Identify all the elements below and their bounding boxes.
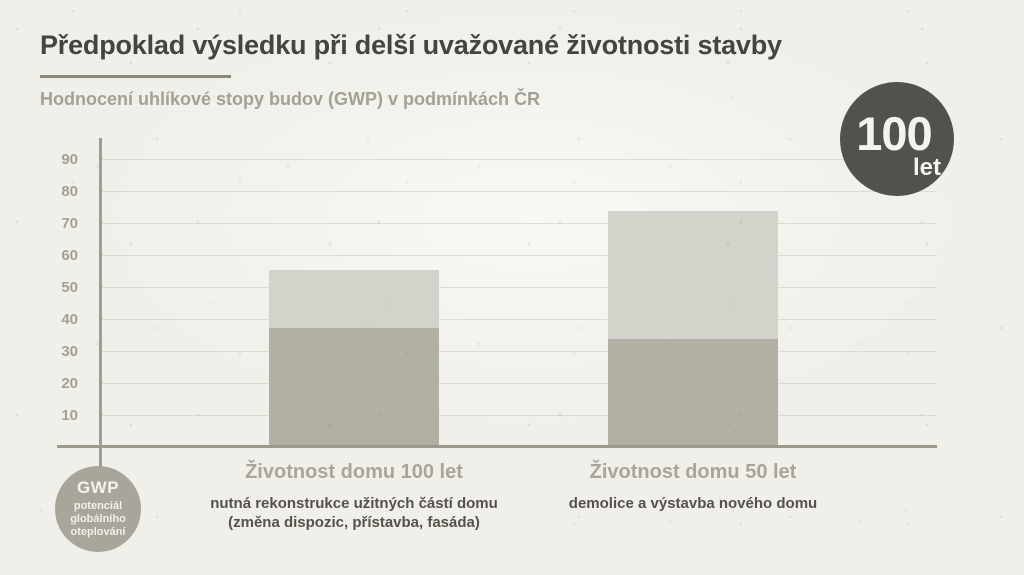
y-tick-label: 80 xyxy=(61,183,78,200)
gridline xyxy=(102,319,937,320)
page-title: Předpoklad výsledku při delší uvažované … xyxy=(40,30,782,60)
bar xyxy=(608,211,778,448)
y-tick-label: 90 xyxy=(61,151,78,168)
badge-value: 100 xyxy=(856,107,932,160)
bar-segment-dark xyxy=(608,339,778,448)
bar-segment-dark xyxy=(269,328,439,448)
gridline xyxy=(102,415,937,416)
gwp-abbr: GWP xyxy=(76,478,120,498)
bar xyxy=(269,270,439,448)
y-tick-label: 60 xyxy=(61,247,78,264)
title-underline xyxy=(40,75,231,78)
y-tick-label: 30 xyxy=(61,343,78,360)
y-tick-label: 20 xyxy=(61,375,78,392)
gridline xyxy=(102,383,937,384)
badge-unit: let xyxy=(912,154,941,181)
bar-label: Životnost domu 50 let xyxy=(589,461,797,483)
gwp-legend-circle: GWP potenciál globálního oteplování xyxy=(55,466,141,552)
bar-label: Životnost domu 100 let xyxy=(245,461,463,483)
y-axis-line xyxy=(99,138,102,467)
gridline xyxy=(102,255,937,256)
gridline xyxy=(102,191,937,192)
gridline xyxy=(102,287,937,288)
gridline xyxy=(102,351,937,352)
bar-segment-light xyxy=(608,211,778,339)
bar-caption: nutná rekonstrukce užitných částí domu (… xyxy=(210,495,498,531)
y-tick-label: 10 xyxy=(61,407,78,424)
bar-segment-light xyxy=(269,270,439,328)
bar-caption: demolice a výstavba nového domu xyxy=(568,495,818,512)
y-tick-label: 70 xyxy=(61,215,78,232)
gridline xyxy=(102,159,937,160)
y-tick-label: 50 xyxy=(61,279,78,296)
y-tick-label: 40 xyxy=(61,311,78,328)
page-subtitle: Hodnocení uhlíkové stopy budov (GWP) v p… xyxy=(40,89,541,109)
x-axis-line xyxy=(57,445,937,448)
gridline xyxy=(102,223,937,224)
badge-100-let: 100 let xyxy=(840,82,954,196)
gwp-description: potenciál globálního oteplování xyxy=(70,499,126,538)
